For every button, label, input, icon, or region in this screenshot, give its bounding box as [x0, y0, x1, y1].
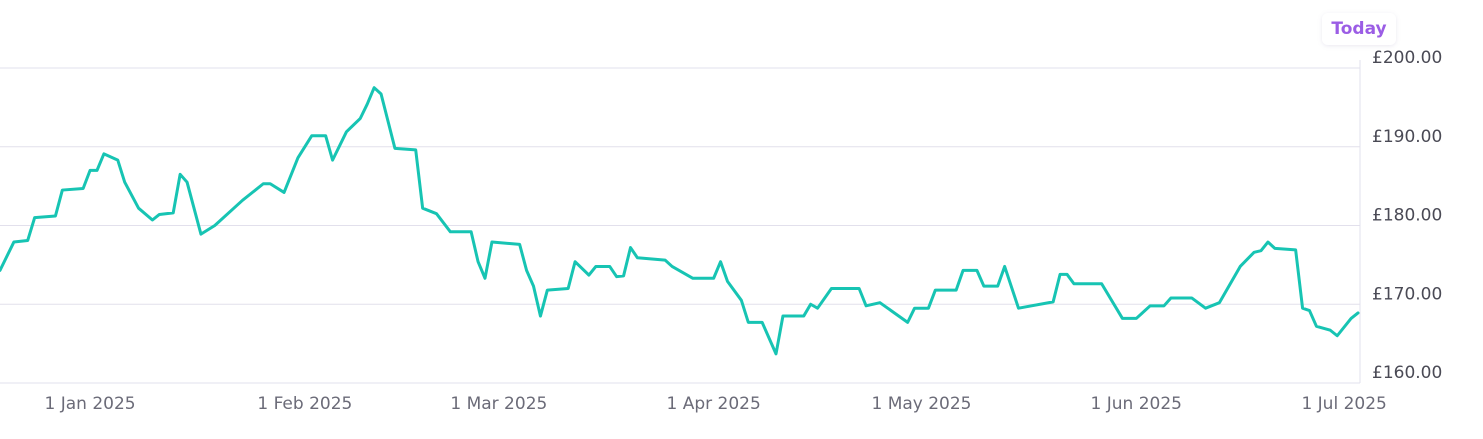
x-tick-label: 1 May 2025 [871, 394, 971, 414]
today-label: Today [1331, 19, 1386, 39]
price-line [0, 86, 1360, 356]
y-tick-label: £200.00 [1372, 48, 1442, 68]
y-tick-label: £190.00 [1372, 127, 1442, 147]
x-tick-label: 1 Apr 2025 [666, 394, 760, 414]
x-tick-label: 1 Jan 2025 [45, 394, 136, 414]
x-tick-label: 1 Jun 2025 [1091, 394, 1182, 414]
today-badge [1322, 13, 1396, 45]
x-tick-label: 1 Jul 2025 [1301, 394, 1386, 414]
y-tick-label: £170.00 [1372, 284, 1442, 304]
x-tick-label: 1 Mar 2025 [450, 394, 547, 414]
x-tick-label: 1 Feb 2025 [257, 394, 352, 414]
y-tick-label: £180.00 [1372, 206, 1442, 226]
y-tick-label: £160.00 [1372, 363, 1442, 383]
